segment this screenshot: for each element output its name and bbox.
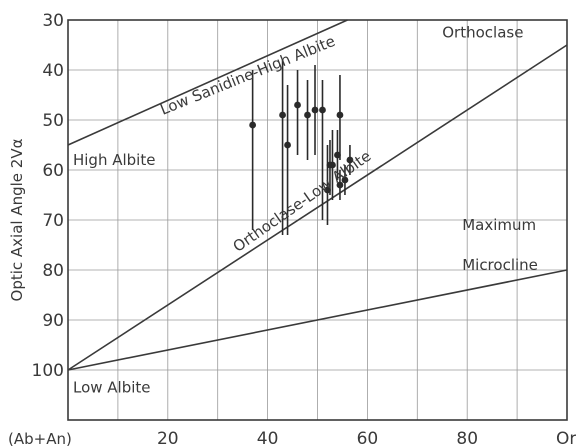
region-label: High Albite xyxy=(73,151,155,169)
data-point xyxy=(294,101,301,109)
data-point xyxy=(329,161,336,169)
y-tick-label: 100 xyxy=(32,361,64,381)
data-point xyxy=(336,111,344,119)
x-tick-label: Or xyxy=(556,429,576,448)
data-point xyxy=(279,111,286,119)
y-tick-label: 90 xyxy=(42,311,64,331)
data-point xyxy=(336,181,344,189)
reference-line xyxy=(67,19,348,146)
region-labels: Low Sanidine-High Albite High Albite Ortho… xyxy=(73,24,538,397)
x-tick-label: 20 xyxy=(157,429,179,448)
data-point xyxy=(304,111,311,119)
x-tick-label: 80 xyxy=(456,429,478,448)
x-tick-label: 40 xyxy=(257,429,279,448)
reference-lines xyxy=(67,19,568,371)
x-tick-label: (Ab+An) xyxy=(8,430,72,448)
grid xyxy=(68,20,567,420)
y-tick-label: 60 xyxy=(42,161,64,181)
y-tick-label: 80 xyxy=(42,261,64,281)
y-tick-label: 30 xyxy=(42,11,64,31)
plot-frame xyxy=(67,19,568,421)
region-label: Low Albite xyxy=(73,379,151,397)
y-tick-label: 40 xyxy=(42,61,64,81)
data-points xyxy=(249,60,354,235)
region-label: Maximum xyxy=(462,216,536,234)
tick-labels: 30 40 50 60 70 80 90 100 (Ab+An) 20 40 60 80 Or xyxy=(8,11,576,448)
reference-line xyxy=(67,44,568,371)
region-label: Orthoclase xyxy=(442,24,523,42)
data-point xyxy=(249,121,257,129)
data-point xyxy=(319,106,326,114)
data-point xyxy=(284,141,291,149)
region-label: Orthoclase-Low Albite xyxy=(230,147,375,256)
y-tick-label: 70 xyxy=(42,211,64,231)
region-label: Microcline xyxy=(462,256,538,274)
data-point xyxy=(341,176,349,184)
data-point xyxy=(311,106,319,114)
region-label: Low Sanidine-High Albite xyxy=(158,32,338,119)
y-axis-label: Optic Axial Angle 2Vα xyxy=(8,138,26,301)
y-tick-label: 50 xyxy=(42,111,64,131)
x-tick-label: 60 xyxy=(357,429,379,448)
data-point xyxy=(346,156,354,164)
reference-line xyxy=(67,269,568,371)
